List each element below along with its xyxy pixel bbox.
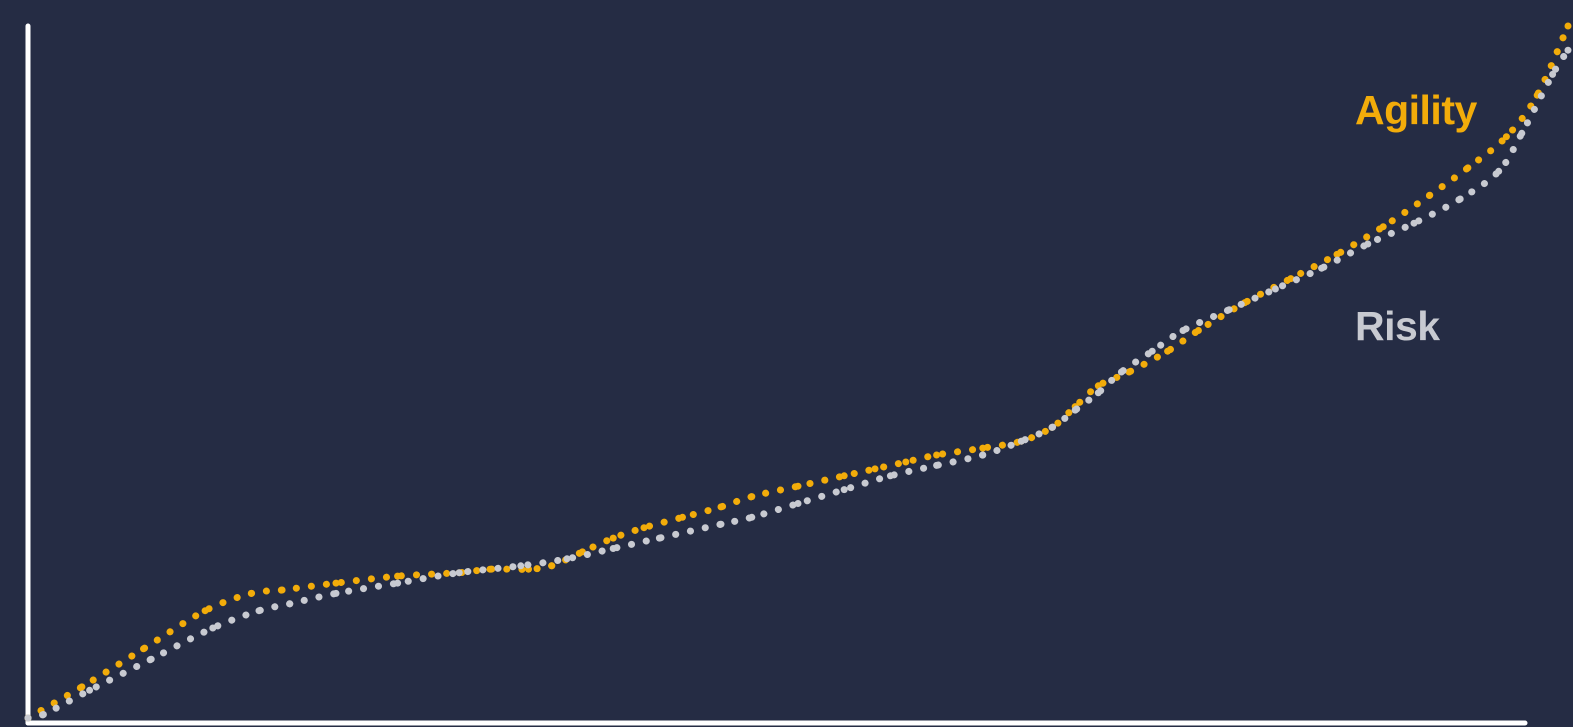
data-point-risk-31	[1364, 240, 1372, 248]
data-point-agility-11	[548, 562, 556, 570]
data-point-agility-18	[794, 482, 802, 490]
data-point-agility-13	[609, 534, 617, 542]
data-point-risk-11	[563, 555, 571, 563]
data-point-agility-21	[902, 458, 910, 466]
data-point-agility-19	[840, 472, 848, 480]
series-label-risk: Risk	[1355, 303, 1440, 349]
data-point-agility-37	[1502, 133, 1510, 141]
data-point-risk-1	[39, 711, 47, 718]
data-point-risk-37	[1564, 46, 1572, 54]
data-point-risk-36	[1549, 70, 1557, 78]
data-point-risk-26	[1148, 347, 1156, 355]
data-point-risk-22	[1048, 423, 1056, 431]
data-point-risk-34	[1495, 167, 1503, 175]
data-point-agility-28	[1125, 368, 1133, 376]
data-point-risk-35	[1518, 129, 1526, 137]
data-point-risk-6	[286, 600, 294, 608]
data-point-agility-33	[1333, 250, 1341, 258]
data-point-risk-12	[609, 545, 617, 552]
data-point-agility-14	[640, 524, 648, 532]
data-point-agility-4	[247, 589, 255, 597]
data-point-agility-20	[871, 465, 879, 473]
data-point-risk-4	[209, 624, 217, 632]
data-point-risk-25	[1117, 368, 1125, 376]
data-point-risk-16	[794, 500, 802, 507]
data-point-agility-34	[1379, 223, 1387, 231]
data-point-agility-22	[933, 451, 941, 459]
data-point-agility-36	[1464, 164, 1472, 172]
data-point-risk-23	[1071, 406, 1079, 414]
data-point-agility-23	[979, 444, 987, 452]
series-layer	[24, 22, 1572, 722]
data-point-agility-32	[1287, 275, 1295, 283]
series-risk	[24, 46, 1572, 722]
data-point-agility-29	[1164, 347, 1172, 355]
data-point-risk-33	[1456, 195, 1464, 203]
data-point-agility-6	[332, 579, 340, 587]
data-point-risk-24	[1094, 389, 1102, 397]
data-point-risk-15	[748, 513, 756, 521]
data-point-agility-7	[394, 572, 402, 580]
data-point-agility-35	[1425, 192, 1433, 199]
data-point-risk-13	[655, 534, 663, 542]
data-point-risk-7	[332, 589, 340, 597]
series-agility	[24, 22, 1572, 722]
data-point-agility-5	[278, 586, 286, 594]
data-point-agility-1	[78, 683, 86, 691]
data-point-agility-39	[1564, 22, 1572, 30]
data-point-agility-3	[201, 607, 209, 615]
data-point-risk-29	[1271, 285, 1279, 293]
data-point-risk-18	[886, 472, 894, 480]
data-point-risk-5	[255, 607, 263, 615]
data-point-risk-0	[24, 714, 32, 722]
data-point-risk-21	[1017, 437, 1025, 445]
data-point-risk-9	[455, 569, 463, 577]
data-point-risk-19	[933, 461, 941, 469]
data-point-agility-2	[140, 645, 147, 653]
data-point-agility-9	[486, 565, 494, 573]
data-point-risk-32	[1410, 219, 1418, 227]
data-point-agility-16	[717, 503, 725, 511]
series-line-agility	[24, 22, 1572, 722]
data-point-risk-3	[147, 655, 155, 663]
data-point-risk-2	[86, 686, 94, 694]
data-point-risk-27	[1179, 327, 1187, 334]
data-point-risk-8	[394, 579, 402, 587]
data-point-risk-28	[1225, 306, 1233, 314]
data-point-agility-17	[748, 493, 756, 501]
series-label-agility: Agility	[1355, 87, 1477, 133]
data-point-risk-20	[979, 451, 987, 459]
data-point-risk-17	[840, 486, 848, 494]
data-point-agility-30	[1194, 327, 1202, 334]
data-point-agility-15	[679, 513, 686, 521]
data-point-risk-10	[517, 562, 525, 570]
data-point-risk-30	[1318, 264, 1326, 272]
data-point-risk-14	[717, 520, 725, 528]
